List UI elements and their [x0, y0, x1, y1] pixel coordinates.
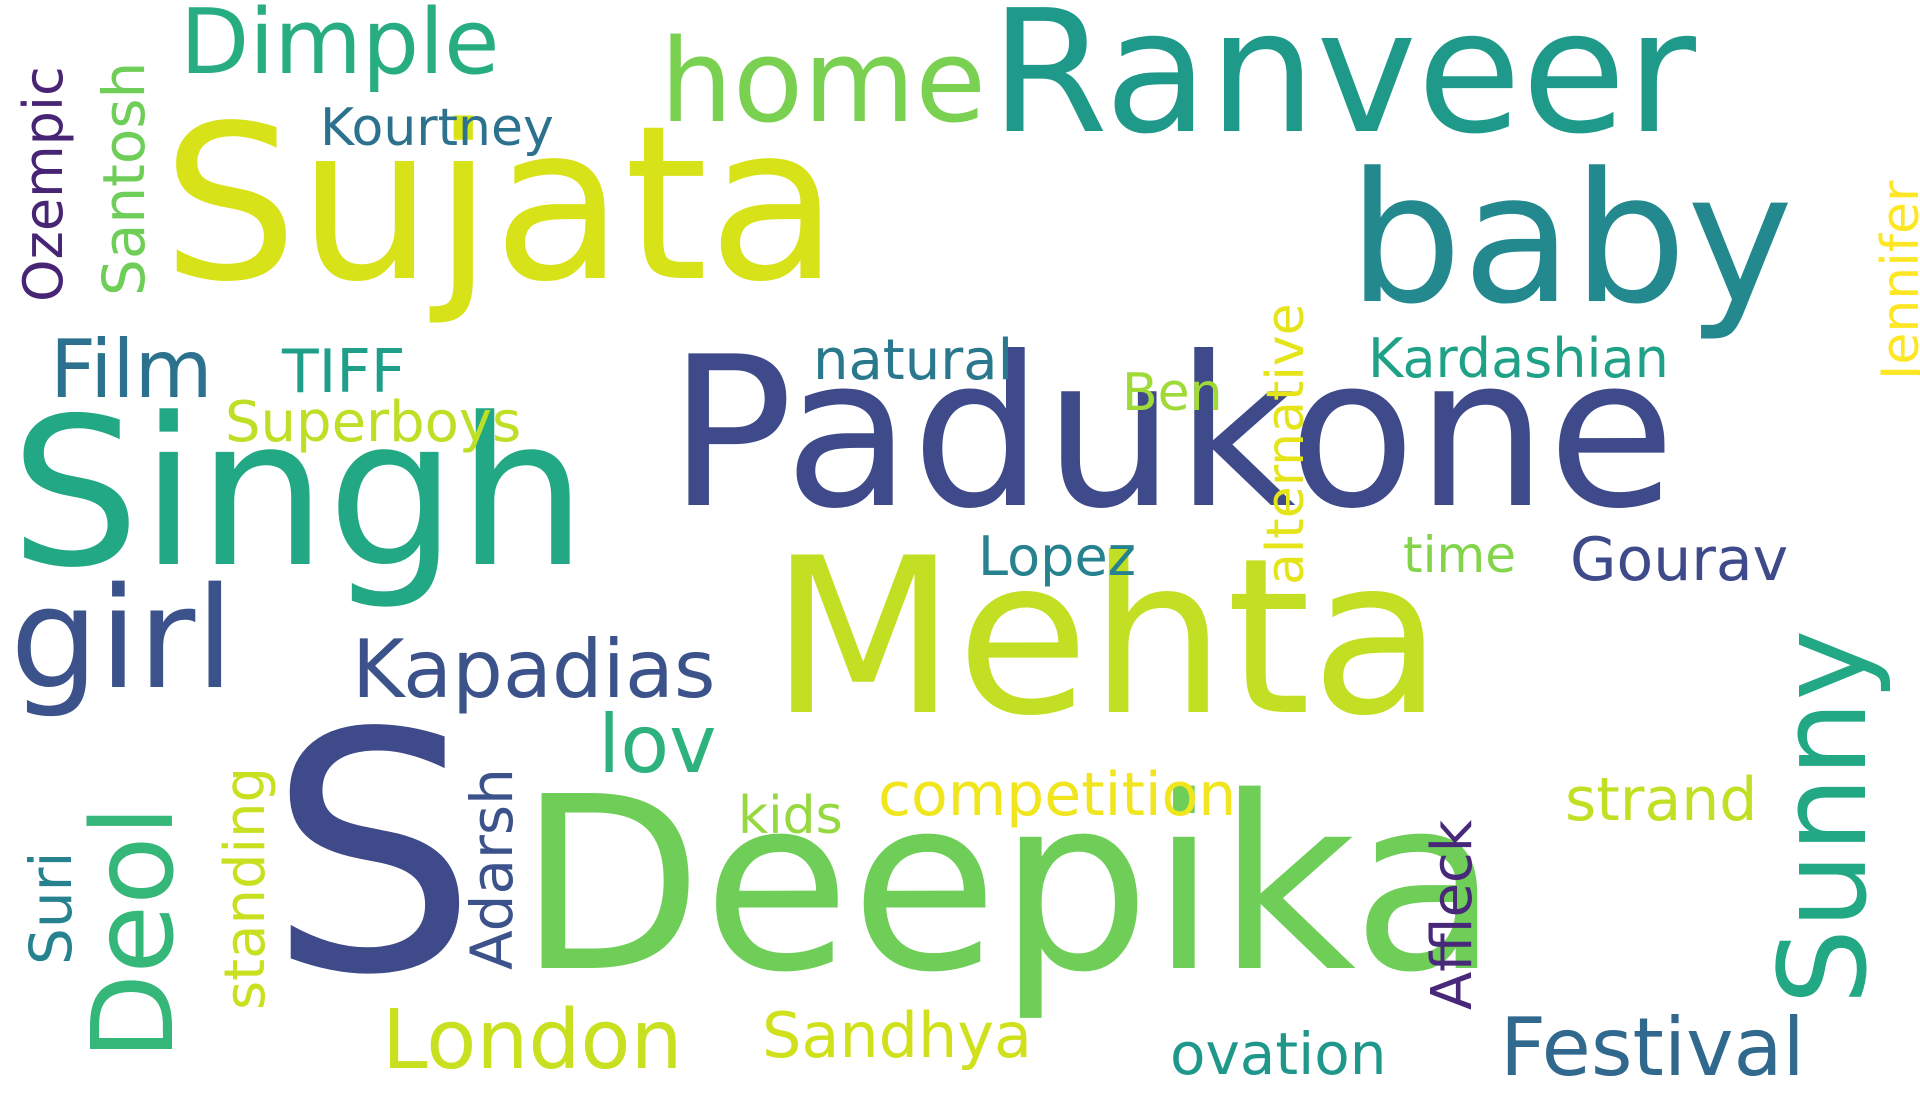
word-kourtney: Kourtney	[320, 98, 554, 158]
word-mehta: Mehta	[770, 512, 1444, 763]
word-natural: natural	[813, 328, 1014, 393]
word-ovation: ovation	[1170, 1020, 1387, 1088]
word-london: London	[382, 993, 683, 1088]
word-dimple: Dimple	[180, 0, 500, 95]
word-tiff: TIFF	[282, 337, 406, 407]
word-jennifer: Jennifer	[1871, 180, 1920, 380]
word-ranveer: Ranveer	[990, 0, 1696, 172]
word-festival: Festival	[1500, 1001, 1805, 1094]
word-kardashian: Kardashian	[1368, 327, 1669, 390]
word-ozempic: Ozempic	[12, 66, 75, 302]
word-lopez: Lopez	[978, 525, 1137, 588]
word-suri: Suri	[17, 851, 85, 965]
word-deepika: Deepika	[518, 745, 1499, 1025]
word-kapadias: Kapadias	[352, 623, 716, 716]
word-gourav: Gourav	[1570, 525, 1789, 595]
word-superboys: Superboys	[225, 390, 522, 455]
word-affleck: Affleck	[1420, 819, 1485, 1010]
word-sunny: Sunny	[1755, 629, 1894, 1005]
word-film: Film	[50, 323, 213, 416]
word-singh: Singh	[10, 375, 588, 613]
word-deol: Deol	[69, 805, 199, 1060]
word-time: time	[1403, 526, 1516, 584]
word-baby: baby	[1348, 135, 1794, 344]
word-adarsh: Adarsh	[458, 768, 526, 970]
word-standing: standing	[213, 766, 278, 1010]
word-s: S	[268, 663, 478, 1047]
word-ben: Ben	[1122, 363, 1223, 423]
word-home: home	[660, 15, 987, 149]
word-girl: girl	[10, 558, 235, 721]
word-sandhya: Sandhya	[762, 999, 1032, 1072]
word-competition: competition	[878, 760, 1237, 830]
word-kids: kids	[738, 786, 843, 846]
word-lov: lov	[598, 698, 717, 791]
word-padukone: Padukone	[668, 313, 1676, 555]
word-alternative: alternative	[1256, 303, 1316, 585]
word-strand: strand	[1565, 765, 1758, 835]
word-santosh: Santosh	[90, 61, 158, 296]
word-sujata: Sujata	[162, 80, 840, 329]
